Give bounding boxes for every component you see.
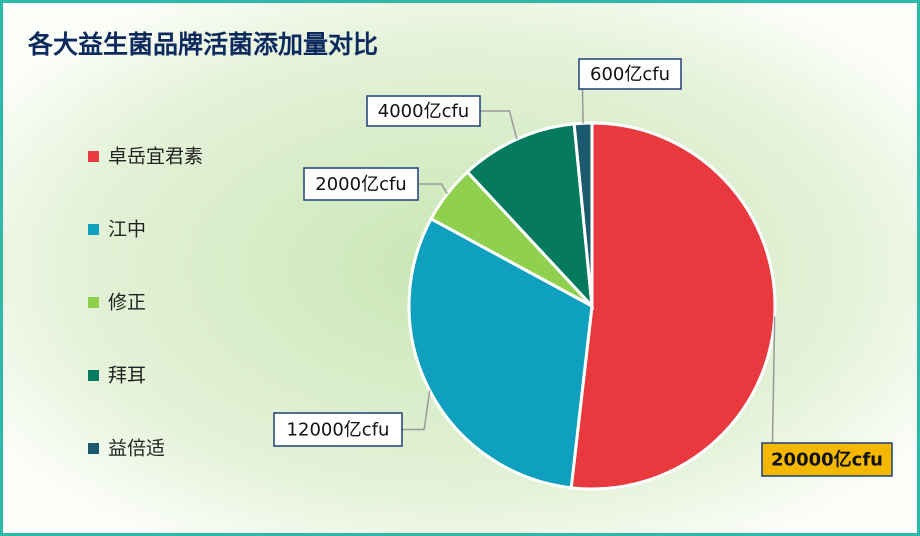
label-box — [273, 412, 403, 447]
legend-label: 修正 — [108, 292, 146, 314]
leader-line — [402, 390, 431, 431]
data-label: 2000亿cfu — [315, 174, 406, 195]
chart-title: 各大益生菌品牌活菌添加量对比 — [27, 30, 378, 59]
legend-swatch — [88, 443, 99, 454]
pie-slice — [569, 121, 777, 491]
data-label: 4000亿cfu — [378, 101, 469, 122]
label-box — [303, 167, 419, 201]
legend-swatch — [88, 151, 99, 162]
pie-slice — [465, 122, 594, 311]
legend-label: 拜耳 — [108, 365, 146, 387]
legend-swatch — [88, 370, 99, 381]
data-label: 600亿cfu — [590, 64, 670, 85]
legend-label: 江中 — [108, 219, 146, 241]
leader-line — [480, 110, 518, 140]
data-label: 12000亿cfu — [287, 420, 390, 441]
label-box — [578, 58, 682, 90]
legend-swatch — [88, 297, 99, 308]
data-label: 20000亿cfu — [771, 449, 883, 471]
leader-line — [418, 183, 448, 195]
pie-slice — [407, 216, 594, 490]
label-box — [366, 95, 481, 127]
legend-swatch — [88, 224, 99, 235]
label-box — [761, 442, 893, 477]
legend-label: 卓岳宜君素 — [108, 146, 203, 168]
legend-label: 益倍适 — [108, 438, 165, 460]
